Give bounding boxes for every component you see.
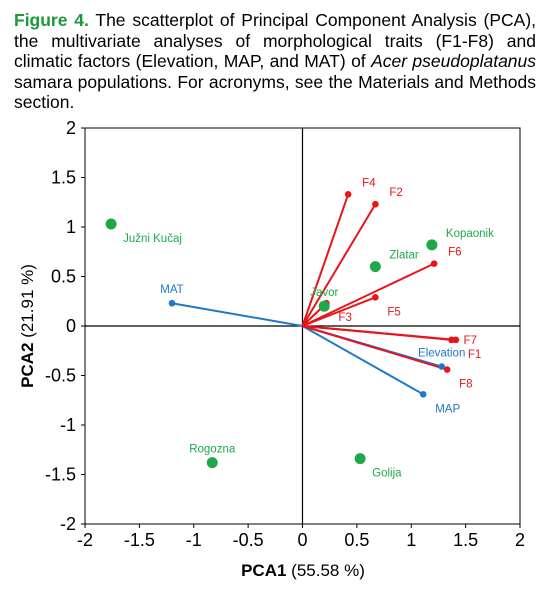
y-axis-title-bold: PCA2 <box>18 343 37 388</box>
population-point-1 <box>426 239 438 251</box>
y-tick-label: -0.5 <box>45 366 76 386</box>
population-label-0: Južni Kučaj <box>123 233 182 245</box>
trait-vector-tip-f5 <box>372 293 379 301</box>
x-tick-label: -2 <box>77 530 93 550</box>
trait-vector-f8 <box>302 325 448 371</box>
y-tick-label: -1 <box>60 415 76 435</box>
trait-vector-f2 <box>301 203 377 327</box>
x-tick-label: 0.5 <box>344 530 369 550</box>
trait-vector-f4 <box>301 194 350 327</box>
population-point-3 <box>318 300 330 312</box>
trait-label-f5: F5 <box>387 306 400 318</box>
trait-vector-tip-f4 <box>344 191 352 198</box>
x-tick-label: 2 <box>515 530 525 550</box>
y-tick-label: 1 <box>66 217 76 237</box>
population-point-4 <box>206 457 218 469</box>
population-label-2: Zlatar <box>389 250 419 262</box>
climate-label-elevation: Elevation <box>418 348 465 360</box>
caption-text-1: The scatterplot of Principal Component A… <box>14 10 537 71</box>
x-tick-label: -1 <box>186 530 202 550</box>
figure-label: Figure 4. <box>14 10 89 30</box>
population-point-2 <box>369 261 381 273</box>
climate-label-mat: MAT <box>160 284 183 296</box>
caption-text-2: samara populations. For acronyms, see th… <box>14 71 536 113</box>
x-axis-title-rest: (55.58 %) <box>286 561 364 580</box>
trait-label-f4: F4 <box>362 177 376 189</box>
x-tick-label: 1.5 <box>453 530 478 550</box>
population-point-5 <box>354 453 366 465</box>
y-tick-label: 0 <box>66 316 76 336</box>
x-axis-title-bold: PCA1 <box>241 561 286 580</box>
climate-vector-map <box>302 325 424 396</box>
x-tick-label: -1.5 <box>124 530 155 550</box>
x-tick-label: 1 <box>406 530 416 550</box>
population-label-5: Golija <box>372 468 402 480</box>
climate-vector-tip-mat <box>168 299 176 307</box>
figure-caption: Figure 4. The scatterplot of Principal C… <box>14 10 536 113</box>
trait-vector-tip-f6 <box>430 260 438 267</box>
trait-label-f7: F7 <box>463 335 476 347</box>
x-tick-label: 0 <box>297 530 307 550</box>
y-tick-label: -1.5 <box>45 465 76 485</box>
y-tick-label: 2 <box>66 118 76 138</box>
population-label-3: Javor <box>310 287 338 299</box>
trait-vector-f7 <box>302 325 452 341</box>
caption-species: Acer pseudoplatanus <box>371 51 537 71</box>
x-tick-label: -0.5 <box>233 530 264 550</box>
trait-vector-tip-f8 <box>443 366 451 373</box>
climate-vector-tip-elevation <box>438 363 446 370</box>
trait-vector-tip-f7 <box>448 336 455 344</box>
trait-vector-f6 <box>302 262 435 327</box>
y-axis-title: PCA2 (21.91 %) <box>18 264 37 388</box>
trait-label-f6: F6 <box>448 247 461 259</box>
trait-label-f1: F1 <box>468 349 481 361</box>
y-tick-label: 0.5 <box>51 267 76 287</box>
y-tick-label: -2 <box>60 514 76 534</box>
climate-label-map: MAP <box>435 403 460 415</box>
trait-vector-tip-f2 <box>372 200 379 208</box>
trait-label-f8: F8 <box>459 379 472 391</box>
y-axis-title-rest: (21.91 %) <box>18 264 37 342</box>
trait-label-f3: F3 <box>338 312 351 324</box>
trait-label-f2: F2 <box>389 187 402 199</box>
climate-vector-mat <box>171 302 303 327</box>
population-label-4: Rogozna <box>189 444 236 456</box>
population-label-1: Kopaonik <box>446 228 494 240</box>
climate-vector-tip-map <box>419 391 427 398</box>
x-axis-title: PCA1 (55.58 %) <box>241 561 365 580</box>
population-point-0 <box>105 218 117 230</box>
y-tick-label: 1.5 <box>51 168 76 188</box>
